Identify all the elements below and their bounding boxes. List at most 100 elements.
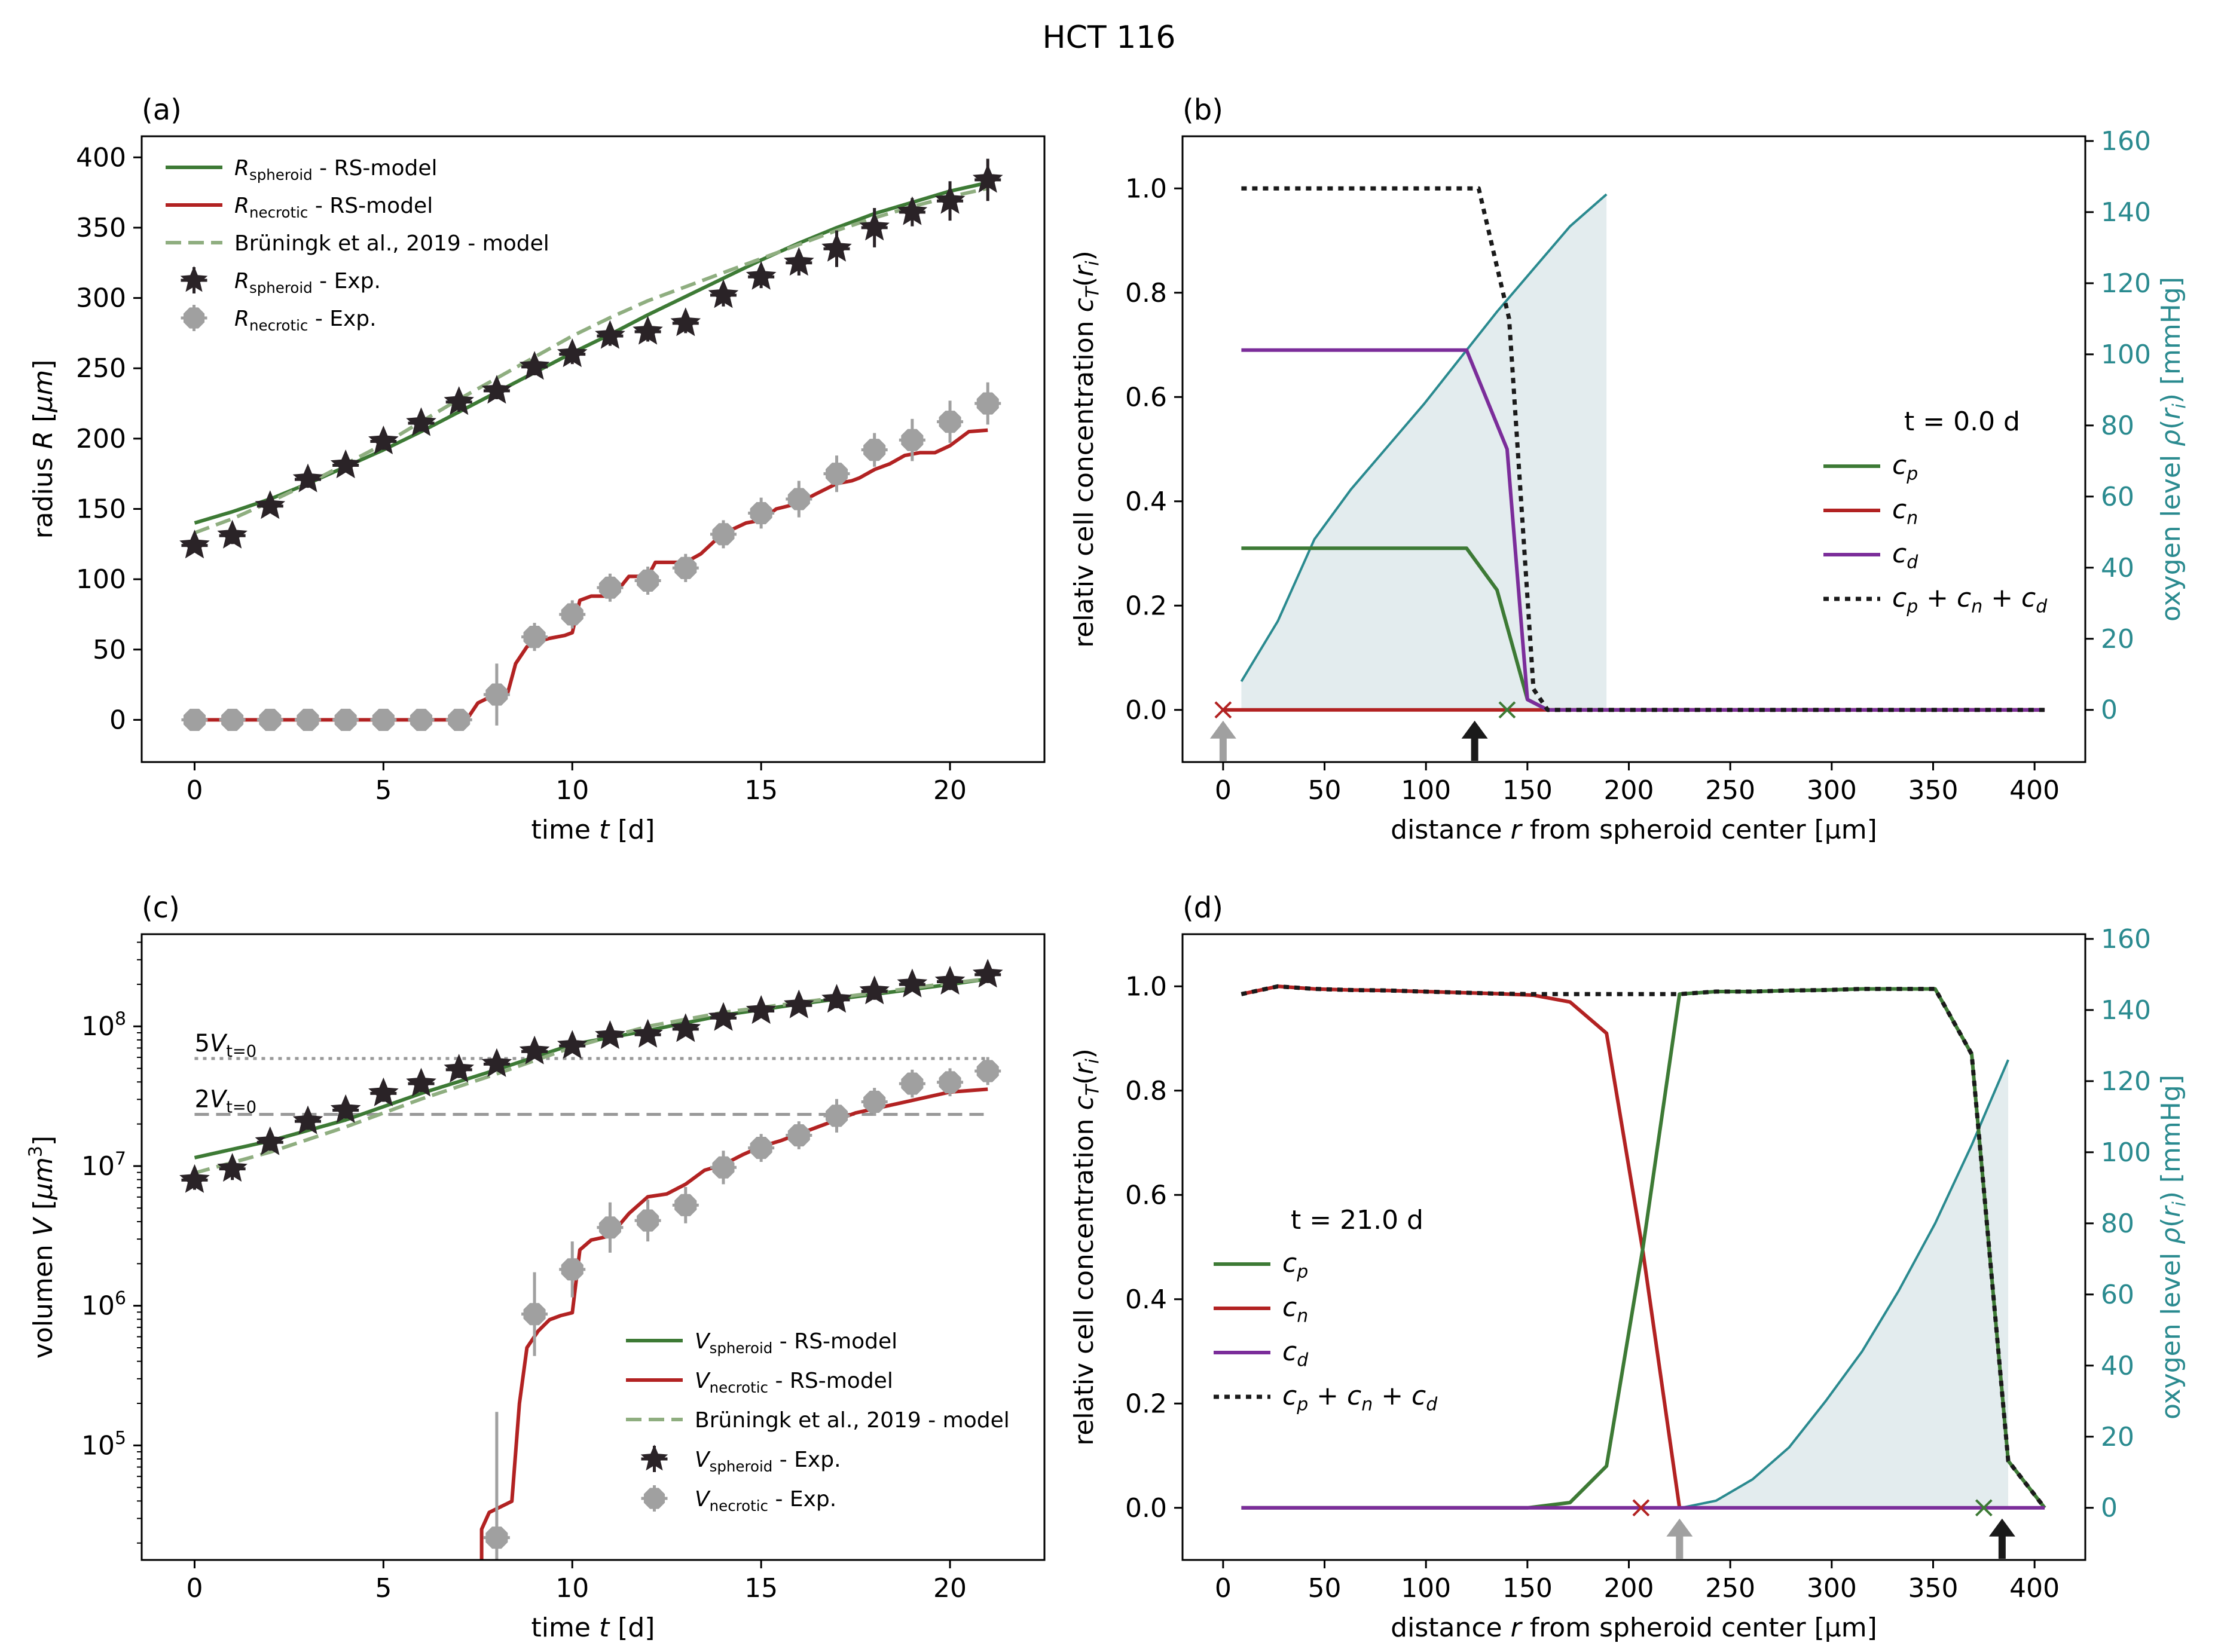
octagon-marker xyxy=(448,708,471,731)
time-annotation: t = 0.0 d xyxy=(1904,406,2020,437)
x-tick-label: 0 xyxy=(1215,775,1232,806)
star-marker xyxy=(633,1018,663,1048)
star-marker xyxy=(670,1013,701,1042)
oxygen-fill xyxy=(1241,194,1607,710)
axes-frame xyxy=(140,135,1046,763)
y-tick-label: 300 xyxy=(76,283,126,314)
star-marker xyxy=(972,164,1003,193)
star-marker xyxy=(179,1164,210,1193)
y2-tick-label: 60 xyxy=(2101,1280,2134,1310)
y-tick-label: 105​ xyxy=(81,1428,126,1461)
y-tick-label: 106​ xyxy=(81,1288,126,1321)
x-tick-label: 150 xyxy=(1502,775,1553,806)
x-tick-label: 0 xyxy=(1215,1573,1232,1604)
star-marker xyxy=(406,407,436,436)
y2-tick-label: 140 xyxy=(2101,995,2151,1026)
x-marker xyxy=(1214,701,1232,719)
star-marker xyxy=(595,1020,625,1050)
y-axis-label: relativ cell concentration cT​(ri​) xyxy=(1069,250,1104,648)
y-tick-label: 1.0 xyxy=(1125,971,1167,1002)
octagon-marker xyxy=(712,1156,735,1179)
star-marker xyxy=(746,995,777,1024)
x-tick-label: 15 xyxy=(744,1573,778,1604)
octagon-marker xyxy=(598,1216,621,1239)
x-tick-label: 250 xyxy=(1705,1573,1755,1604)
axes-frame xyxy=(1181,933,2086,1561)
octagon-marker xyxy=(183,708,206,731)
y2-tick-label: 160 xyxy=(2101,126,2151,157)
series-line-necrotic xyxy=(194,428,988,722)
legend-label: Vnecrotic​ - Exp. xyxy=(695,1487,836,1515)
legend-swatch-marker xyxy=(180,266,208,292)
y2-tick-label: 100 xyxy=(2101,339,2151,370)
y2-tick-label: 160 xyxy=(2101,924,2151,955)
y-tick-label: 0.8 xyxy=(1125,278,1167,308)
star-marker xyxy=(217,1152,248,1182)
series-line-bruningk xyxy=(194,977,988,1175)
y2-tick-label: 0 xyxy=(2101,1493,2118,1523)
plot-area xyxy=(179,158,1003,731)
reference-line-label: 5Vt=0​ xyxy=(194,1030,256,1061)
octagon-marker xyxy=(334,708,357,731)
octagon-marker xyxy=(523,1303,546,1326)
star-marker xyxy=(330,449,361,479)
arrow-head xyxy=(1209,720,1236,739)
panel-d: (d)0 50 100 150 200 250 300 350 4000.00.20.40.60… xyxy=(1069,891,2190,1643)
legend-label: cp​ xyxy=(1892,450,1918,485)
octagon-marker xyxy=(523,626,546,648)
oxygen-fill xyxy=(1681,1060,2009,1508)
legend-swatch-marker xyxy=(640,1445,668,1471)
legend-label: Vnecrotic​ - RS-model xyxy=(695,1369,893,1396)
legend-label: Vspheroid​ - RS-model xyxy=(695,1329,897,1357)
star-marker xyxy=(784,989,814,1018)
x-tick-label: 20 xyxy=(933,1573,967,1604)
y-tick-label: 108​ xyxy=(81,1009,126,1042)
x-tick-label: 400 xyxy=(2009,1573,2060,1604)
legend: Vspheroid​ - RS-model Vnecrotic​ - RS-mod… xyxy=(626,1329,1010,1515)
panel-a: (a)0 5 10 15 20050100150200250300350400time … xyxy=(28,93,1046,845)
x-tick-label: 10 xyxy=(555,775,589,806)
x-tick-label: 350 xyxy=(1908,1573,1959,1604)
x-tick-label: 10 xyxy=(555,1573,589,1604)
star-marker xyxy=(292,1105,323,1134)
star-marker xyxy=(859,212,890,241)
octagon-marker xyxy=(826,1105,848,1127)
y2-tick-label: 140 xyxy=(2101,197,2151,228)
star-marker xyxy=(217,519,248,549)
octagon-marker xyxy=(637,1209,659,1232)
x-tick-label: 400 xyxy=(2009,775,2060,806)
x-tick-label: 50 xyxy=(1308,775,1342,806)
y2-axis-label: oxygen level ρ(ri​) [mmHg] xyxy=(2156,277,2190,622)
legend-label: cp​ xyxy=(1282,1248,1308,1283)
y2-tick-label: 20 xyxy=(2101,1422,2134,1452)
star-marker xyxy=(255,490,286,519)
y-tick-label: 0.6 xyxy=(1125,382,1167,412)
star-marker xyxy=(519,351,550,380)
star-marker xyxy=(972,959,1003,988)
octagon-marker xyxy=(712,523,735,546)
y-tick-label: 0.4 xyxy=(1125,1284,1167,1315)
x-tick-label: 0 xyxy=(186,1573,203,1604)
x-tick-label: 150 xyxy=(1502,1573,1553,1604)
y-tick-label: 107​ xyxy=(81,1148,126,1182)
legend-label: Rnecrotic​ - RS-model xyxy=(234,194,433,221)
series-line-necrotic xyxy=(479,1087,988,1560)
y2-tick-label: 60 xyxy=(2101,482,2134,512)
octagon-marker xyxy=(976,1060,999,1082)
y2-tick-label: 20 xyxy=(2101,624,2134,654)
panel-c: (c) 0 5 10 15 20 105​ 106​ 107​ 108​ time t [d] vol… xyxy=(25,891,1046,1643)
legend-swatch-marker xyxy=(183,307,205,329)
octagon-marker xyxy=(863,439,886,461)
arrow-head xyxy=(1988,1518,2015,1537)
octagon-marker xyxy=(372,708,395,731)
octagon-marker xyxy=(750,1137,772,1160)
y-tick-label: 0.4 xyxy=(1125,487,1167,517)
legend-label: Brüningk et al., 2019 - model xyxy=(695,1408,1010,1433)
star-marker xyxy=(633,316,663,345)
star-marker xyxy=(444,386,474,415)
y2-tick-label: 120 xyxy=(2101,1066,2151,1097)
panel-label: (a) xyxy=(142,93,182,127)
panel-label: (b) xyxy=(1183,93,1223,127)
star-marker xyxy=(481,1048,512,1077)
x-tick-label: 15 xyxy=(744,775,778,806)
